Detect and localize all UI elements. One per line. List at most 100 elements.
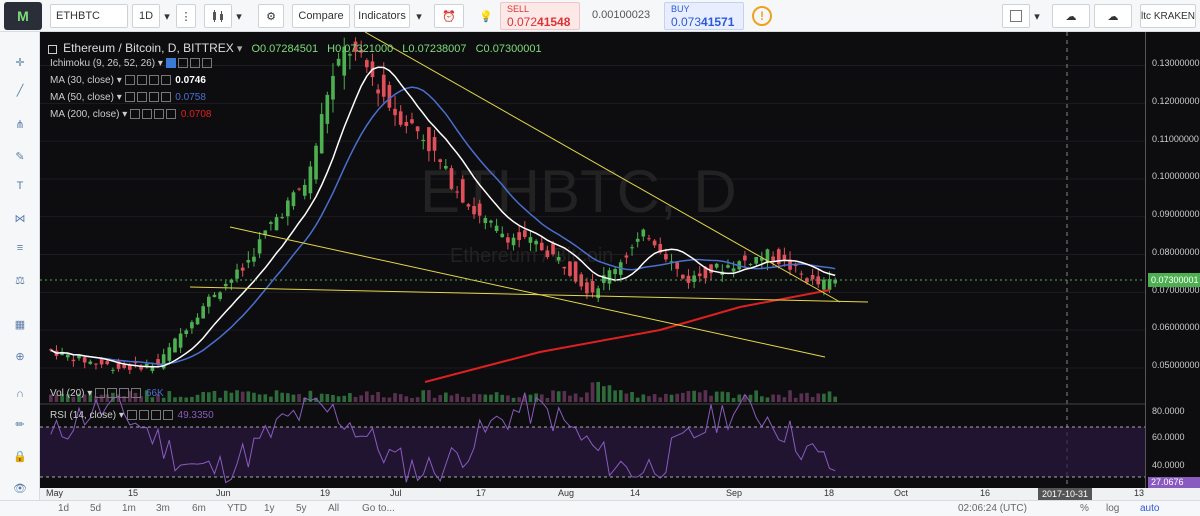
- more-icon[interactable]: [160, 92, 171, 103]
- pencil-lock-icon[interactable]: ✏: [15, 418, 25, 431]
- ma200-chevron-icon[interactable]: ▾: [122, 109, 128, 121]
- eye-toggle-icon[interactable]: [165, 58, 176, 69]
- indicators-button[interactable]: Indicators: [354, 4, 410, 28]
- ma200-controls[interactable]: [130, 109, 178, 120]
- lock-icon[interactable]: 🔒: [13, 450, 27, 463]
- ma50-legend: MA (50, close) ▾ 0.0758: [50, 92, 206, 103]
- chart-type-chevron-icon[interactable]: ▾: [236, 10, 242, 23]
- range-all[interactable]: All: [328, 503, 340, 514]
- percent-toggle[interactable]: %: [1080, 503, 1089, 514]
- settings-icon[interactable]: [136, 75, 147, 86]
- brush-icon[interactable]: ✎: [15, 150, 25, 163]
- more-icon[interactable]: [160, 75, 171, 86]
- volume-controls[interactable]: [95, 388, 143, 399]
- auto-toggle[interactable]: auto: [1140, 503, 1160, 514]
- more-icon[interactable]: [201, 58, 212, 69]
- info-icon[interactable]: !: [752, 6, 772, 26]
- eye-toggle-icon[interactable]: [95, 388, 106, 399]
- magnet-icon[interactable]: ∩: [16, 388, 24, 400]
- crosshair-date-tag: 2017-10-31: [1038, 488, 1093, 500]
- chart-area[interactable]: ETHBTC, D Ethereum / Bitcoin Ethereum / …: [40, 32, 1145, 488]
- close-icon[interactable]: [154, 109, 165, 120]
- prediction-icon[interactable]: ⚖: [15, 274, 25, 287]
- range-5y[interactable]: 5y: [296, 503, 307, 514]
- more-icon[interactable]: [131, 388, 142, 399]
- ma30-controls[interactable]: [124, 75, 173, 86]
- utc-clock[interactable]: 02:06:24 (UTC): [958, 503, 1027, 514]
- close-icon[interactable]: [119, 388, 130, 399]
- pattern-icon[interactable]: ⋈: [14, 212, 26, 225]
- candle-style-icon: [213, 10, 223, 22]
- volume-chevron-icon[interactable]: ▾: [87, 388, 93, 400]
- settings-icon[interactable]: [107, 388, 118, 399]
- settings-gear-icon[interactable]: ⚙: [258, 4, 284, 28]
- ma50-controls[interactable]: [124, 92, 173, 103]
- volume-bar: [822, 393, 826, 402]
- range-1m[interactable]: 1m: [122, 503, 136, 514]
- time-axis[interactable]: May 15 Jun 19 Jul 17 Aug 14 Sep 18 Oct 1…: [40, 488, 1200, 500]
- time-tick-label: Sep: [726, 488, 743, 498]
- close-icon[interactable]: [148, 75, 159, 86]
- sell-button[interactable]: SELL 0.07241548: [500, 2, 580, 30]
- indicators-chevron-icon[interactable]: ▾: [416, 10, 422, 23]
- fib-icon[interactable]: ≡: [16, 242, 24, 254]
- interval-select[interactable]: 1D: [132, 4, 160, 28]
- log-toggle[interactable]: log: [1106, 503, 1120, 514]
- candle-body: [827, 279, 832, 290]
- compare-button[interactable]: Compare: [292, 4, 350, 28]
- trendline-icon[interactable]: ╱: [16, 84, 24, 97]
- symbol-input[interactable]: ETHBTC: [50, 4, 128, 28]
- interval-chevron-icon[interactable]: ▾: [164, 10, 170, 23]
- range-ytd[interactable]: YTD: [227, 503, 247, 514]
- eye-icon[interactable]: 👁: [13, 482, 27, 495]
- settings-icon[interactable]: [138, 410, 149, 421]
- range-3m[interactable]: 3m: [156, 503, 170, 514]
- price-axis[interactable]: 0.13000000 0.12000000 0.11000000 0.10000…: [1145, 32, 1200, 488]
- close-icon[interactable]: [189, 58, 200, 69]
- settings-icon[interactable]: [177, 58, 188, 69]
- layout-chevron-icon[interactable]: ▾: [1034, 10, 1040, 23]
- eye-toggle-icon[interactable]: [126, 410, 137, 421]
- range-6m[interactable]: 6m: [192, 503, 206, 514]
- goto-date-button[interactable]: Go to...: [362, 503, 395, 514]
- close-icon[interactable]: [148, 92, 159, 103]
- collapse-icon[interactable]: [48, 44, 57, 54]
- ma50-chevron-icon[interactable]: ▾: [116, 92, 122, 104]
- eye-toggle-icon[interactable]: [124, 75, 135, 86]
- ichimoku-controls[interactable]: [165, 58, 214, 69]
- layout-square-icon[interactable]: [1002, 4, 1030, 28]
- buy-button[interactable]: BUY 0.07341571: [664, 2, 744, 30]
- rsi-controls[interactable]: [126, 410, 175, 421]
- range-5d[interactable]: 5d: [90, 503, 102, 514]
- volume-bar: [432, 397, 437, 402]
- lightbulb-icon[interactable]: 💡: [479, 10, 493, 23]
- range-1d[interactable]: 1d: [58, 503, 70, 514]
- cloud-save-icon[interactable]: ☁: [1094, 4, 1132, 28]
- more-icon[interactable]: [166, 109, 177, 120]
- candles-icon[interactable]: [204, 4, 232, 28]
- range-1y[interactable]: 1y: [264, 503, 275, 514]
- ichimoku-chevron-icon[interactable]: ▾: [157, 58, 163, 70]
- more-icon[interactable]: ⋮: [176, 4, 196, 28]
- candle-body: [235, 269, 239, 279]
- cloud-load-icon[interactable]: ☁: [1052, 4, 1090, 28]
- settings-icon[interactable]: [136, 92, 147, 103]
- candle-body: [432, 137, 437, 151]
- close-icon[interactable]: [150, 410, 161, 421]
- ma30-chevron-icon[interactable]: ▾: [116, 75, 122, 87]
- crosshair-icon[interactable]: ✛: [15, 56, 25, 69]
- eye-toggle-icon[interactable]: [130, 109, 141, 120]
- eye-toggle-icon[interactable]: [124, 92, 135, 103]
- text-tool-icon[interactable]: T: [16, 180, 24, 192]
- alert-add-icon[interactable]: ⏰: [434, 4, 464, 28]
- pitchfork-icon[interactable]: ⋔: [15, 118, 25, 131]
- exchange-button[interactable]: ltc KRAKEN: [1140, 4, 1196, 28]
- rsi-chevron-icon[interactable]: ▾: [118, 410, 124, 422]
- zoom-icon[interactable]: ⊕: [15, 350, 25, 363]
- more-icon[interactable]: [162, 410, 173, 421]
- candle-body: [314, 145, 318, 180]
- measure-icon[interactable]: ▦: [14, 318, 26, 331]
- app-logo[interactable]: M: [4, 2, 42, 30]
- settings-icon[interactable]: [142, 109, 153, 120]
- title-chevron-icon[interactable]: ▾: [236, 43, 243, 55]
